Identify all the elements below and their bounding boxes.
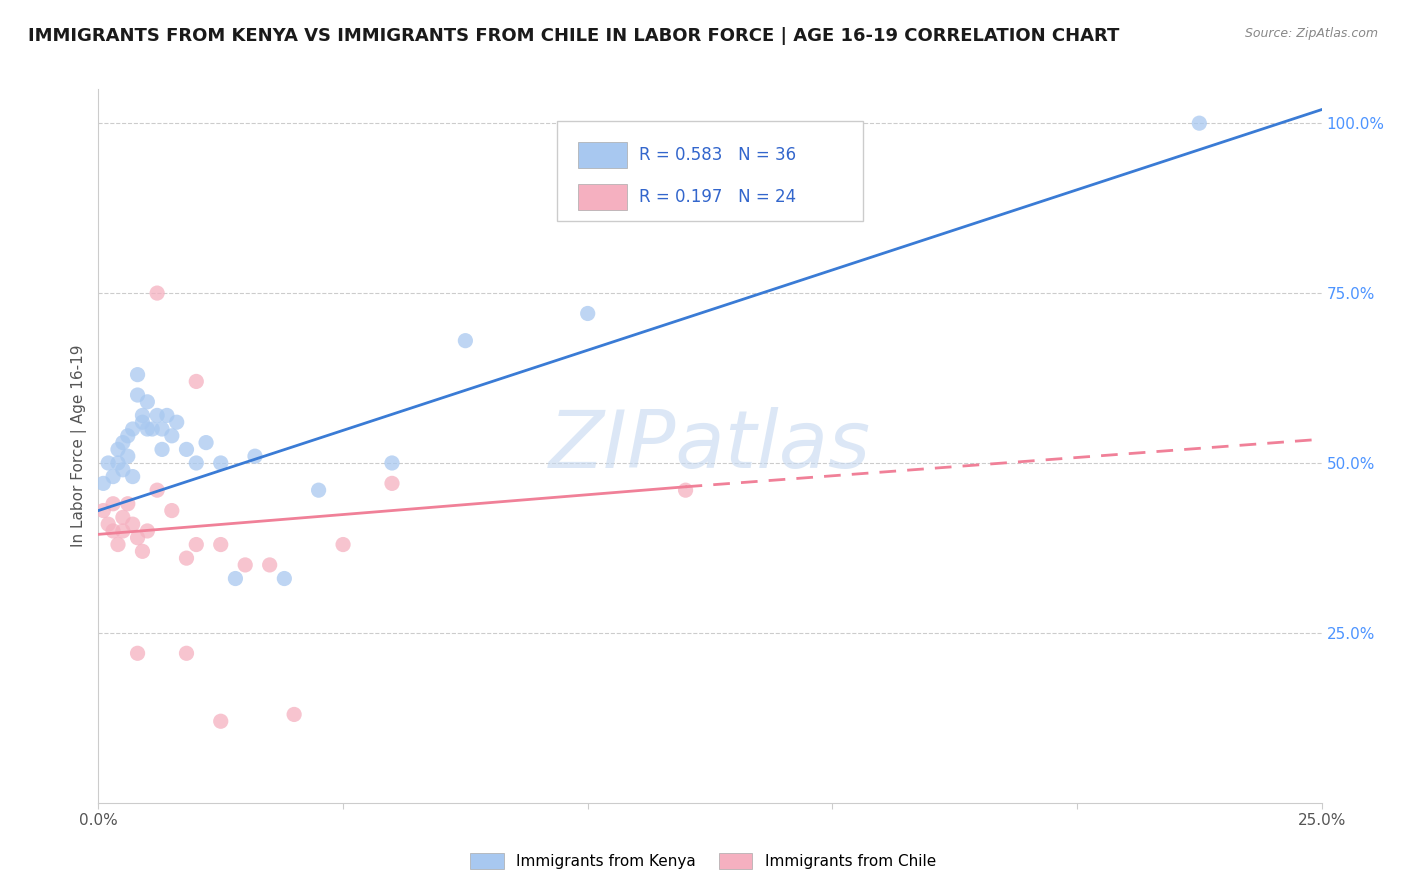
Point [127,368,149,382]
Point [186,537,208,551]
Point [127,531,149,545]
Point [121,517,143,532]
Point [141,422,163,436]
Point [146,286,169,301]
Point [146,483,169,498]
Point [454,334,477,348]
Point [107,537,129,551]
Point [176,442,198,457]
Point [209,456,232,470]
Point [675,483,697,498]
Point [273,572,295,586]
Point [150,442,173,457]
Point [186,456,208,470]
Text: ZIPatlas: ZIPatlas [548,407,872,485]
Point [127,646,149,660]
Point [127,388,149,402]
Text: IMMIGRANTS FROM KENYA VS IMMIGRANTS FROM CHILE IN LABOR FORCE | AGE 16-19 CORREL: IMMIGRANTS FROM KENYA VS IMMIGRANTS FROM… [28,27,1119,45]
Point [136,394,159,409]
Point [117,429,139,443]
Y-axis label: In Labor Force | Age 16-19: In Labor Force | Age 16-19 [72,344,87,548]
Point [381,476,404,491]
Text: R = 0.197   N = 24: R = 0.197 N = 24 [640,188,796,206]
Point [117,449,139,463]
Point [209,714,232,729]
Point [150,422,173,436]
Point [111,435,134,450]
Point [91,476,114,491]
Text: Source: ZipAtlas.com: Source: ZipAtlas.com [1244,27,1378,40]
Point [195,435,218,450]
Point [233,558,256,572]
Point [121,422,143,436]
Point [1188,116,1211,130]
Point [176,551,198,566]
Point [121,469,143,483]
Point [97,517,120,532]
Bar [578,142,627,168]
FancyBboxPatch shape [557,121,863,221]
Point [107,442,129,457]
Point [156,409,179,423]
Point [381,456,404,470]
Point [224,572,246,586]
Point [176,646,198,660]
Point [111,524,134,538]
Point [111,510,134,524]
Point [97,456,120,470]
Point [101,524,124,538]
Point [107,456,129,470]
Point [117,497,139,511]
Bar [578,184,627,210]
Point [136,422,159,436]
Point [160,429,183,443]
Point [91,503,114,517]
Point [131,409,153,423]
Point [332,537,354,551]
Legend: Immigrants from Kenya, Immigrants from Chile: Immigrants from Kenya, Immigrants from C… [464,847,942,875]
Point [131,544,153,558]
Point [166,415,188,429]
Point [576,306,599,320]
Point [259,558,281,572]
Point [243,449,266,463]
Point [101,469,124,483]
Point [160,503,183,517]
Point [146,409,169,423]
Point [136,524,159,538]
Point [186,375,208,389]
Point [101,497,124,511]
Point [209,537,232,551]
Point [131,415,153,429]
Point [111,463,134,477]
Text: R = 0.583   N = 36: R = 0.583 N = 36 [640,146,796,164]
Point [308,483,330,498]
Point [283,707,305,722]
